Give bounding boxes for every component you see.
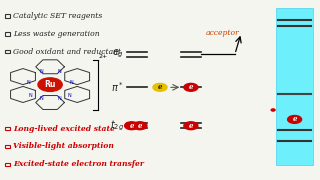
Text: Good oxidant and reductant: Good oxidant and reductant [13, 48, 121, 56]
Text: $e_g$: $e_g$ [112, 48, 124, 60]
Circle shape [288, 116, 302, 123]
Text: N: N [57, 96, 61, 101]
Circle shape [38, 78, 62, 91]
Bar [4, 14, 10, 18]
Text: N: N [39, 96, 43, 101]
Circle shape [153, 83, 167, 91]
Bar [4, 50, 10, 53]
Circle shape [133, 122, 147, 130]
Circle shape [184, 122, 198, 130]
Text: e: e [189, 122, 193, 130]
Text: N: N [28, 93, 32, 98]
Text: N: N [68, 93, 72, 98]
Text: Less waste generation: Less waste generation [13, 30, 100, 38]
Text: Catalytic SET reagents: Catalytic SET reagents [13, 12, 102, 20]
Text: 2+: 2+ [99, 54, 108, 59]
Bar [4, 32, 10, 35]
Text: N: N [57, 69, 61, 74]
Text: acceptor: acceptor [205, 29, 239, 37]
Bar [276, 8, 313, 165]
Text: N: N [70, 80, 74, 85]
Text: e: e [138, 122, 142, 130]
Text: e: e [292, 115, 297, 123]
Text: e: e [158, 83, 162, 91]
Bar [4, 127, 10, 130]
Text: N: N [39, 69, 43, 74]
Bar [4, 145, 10, 148]
Text: e: e [129, 122, 134, 130]
Bar [4, 163, 10, 166]
Text: $\pi^*$: $\pi^*$ [111, 80, 124, 94]
Circle shape [184, 83, 198, 91]
Text: e: e [189, 83, 193, 91]
Circle shape [271, 109, 275, 111]
Text: Long-lived excited state: Long-lived excited state [13, 125, 115, 133]
Text: Excited-state electron transfer: Excited-state electron transfer [13, 160, 144, 168]
Circle shape [124, 122, 139, 130]
Text: Visible-light absorption: Visible-light absorption [13, 142, 114, 150]
Text: N: N [27, 80, 30, 85]
Text: Ru: Ru [44, 80, 56, 89]
Text: $t_{2g}$: $t_{2g}$ [110, 118, 124, 133]
